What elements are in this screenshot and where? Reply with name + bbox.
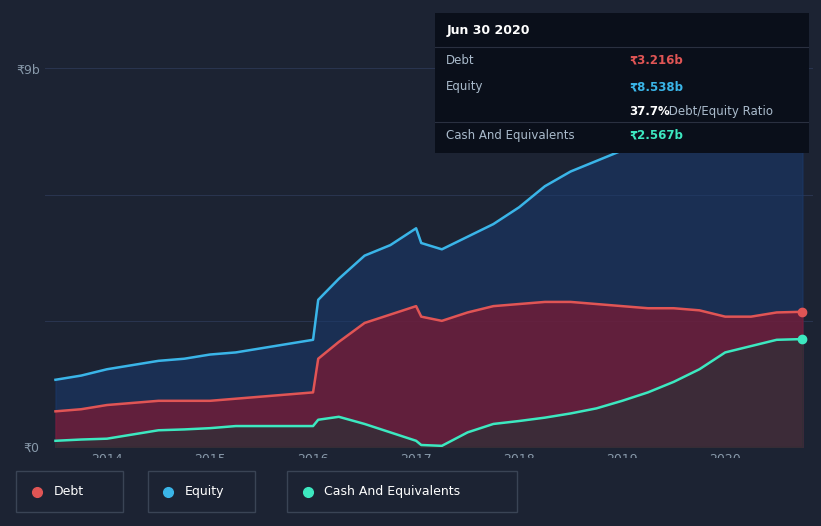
FancyBboxPatch shape [148, 471, 255, 512]
Text: Equity: Equity [185, 485, 224, 498]
Text: ₹3.216b: ₹3.216b [630, 54, 683, 67]
Text: Debt/Equity Ratio: Debt/Equity Ratio [665, 105, 773, 118]
FancyBboxPatch shape [287, 471, 517, 512]
Text: Equity: Equity [447, 80, 484, 93]
Text: ₹2.567b: ₹2.567b [630, 129, 683, 142]
FancyBboxPatch shape [16, 471, 123, 512]
Text: ₹8.538b: ₹8.538b [630, 80, 683, 93]
Text: Jun 30 2020: Jun 30 2020 [447, 24, 530, 37]
Text: Debt: Debt [53, 485, 84, 498]
Text: Debt: Debt [447, 54, 475, 67]
Text: 37.7%: 37.7% [630, 105, 670, 118]
Text: Cash And Equivalents: Cash And Equivalents [324, 485, 461, 498]
Text: Cash And Equivalents: Cash And Equivalents [447, 129, 575, 142]
